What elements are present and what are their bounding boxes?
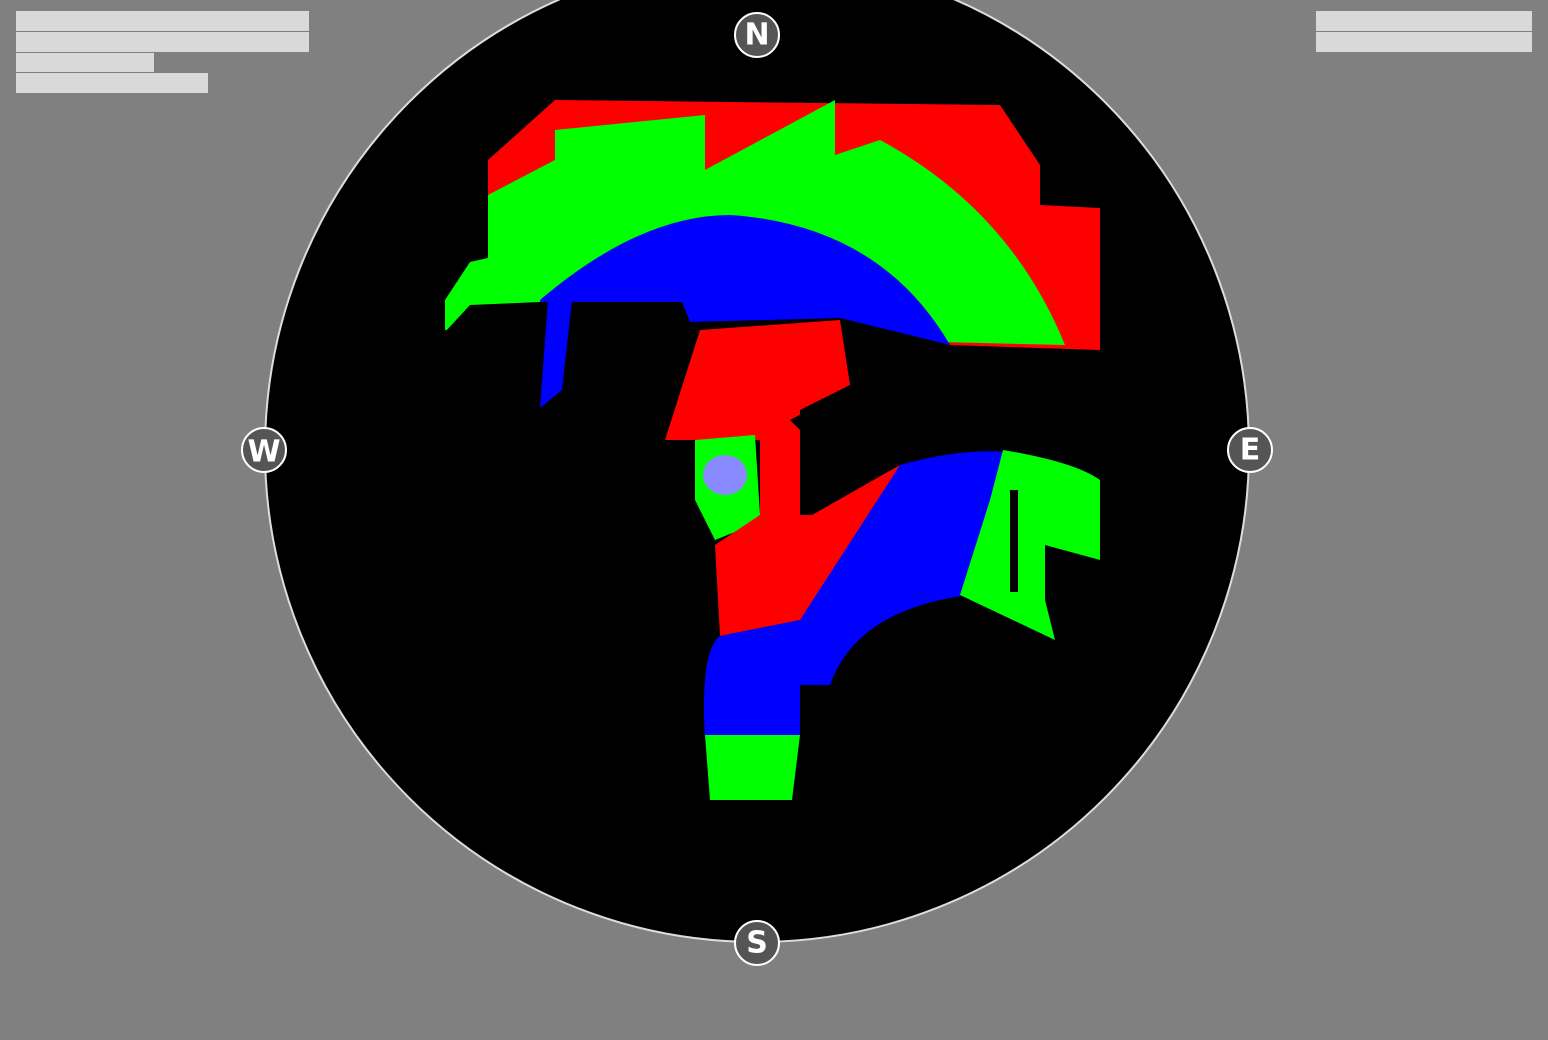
echo-core bbox=[703, 455, 747, 495]
echo-green bbox=[960, 450, 1100, 640]
compass-label: W bbox=[247, 435, 280, 470]
info-bar bbox=[16, 53, 154, 72]
info-placeholders bbox=[16, 11, 1532, 93]
echo-red bbox=[665, 320, 850, 515]
compass-label: N bbox=[744, 18, 769, 53]
info-bar bbox=[1316, 32, 1532, 52]
compass-n: N bbox=[734, 12, 780, 58]
compass-s: S bbox=[734, 920, 780, 966]
compass-badge bbox=[734, 920, 780, 966]
compass-label: S bbox=[746, 926, 768, 961]
echo-blue bbox=[540, 300, 572, 408]
echo-gap bbox=[1010, 490, 1018, 592]
compass-label: E bbox=[1240, 433, 1261, 468]
compass-badge bbox=[1227, 427, 1273, 473]
info-bar bbox=[16, 73, 208, 93]
info-bar bbox=[16, 32, 309, 52]
compass-w: W bbox=[241, 427, 287, 473]
echo-green bbox=[705, 735, 800, 800]
compass-badge bbox=[734, 12, 780, 58]
info-bar bbox=[1316, 11, 1532, 31]
echo-bottom bbox=[704, 450, 1100, 800]
compass-badge bbox=[241, 427, 287, 473]
echo-gap bbox=[790, 349, 1100, 515]
echo-blue bbox=[704, 451, 1008, 740]
compass-e: E bbox=[1227, 427, 1273, 473]
echo-middle bbox=[665, 320, 1100, 540]
info-bar bbox=[16, 11, 309, 31]
